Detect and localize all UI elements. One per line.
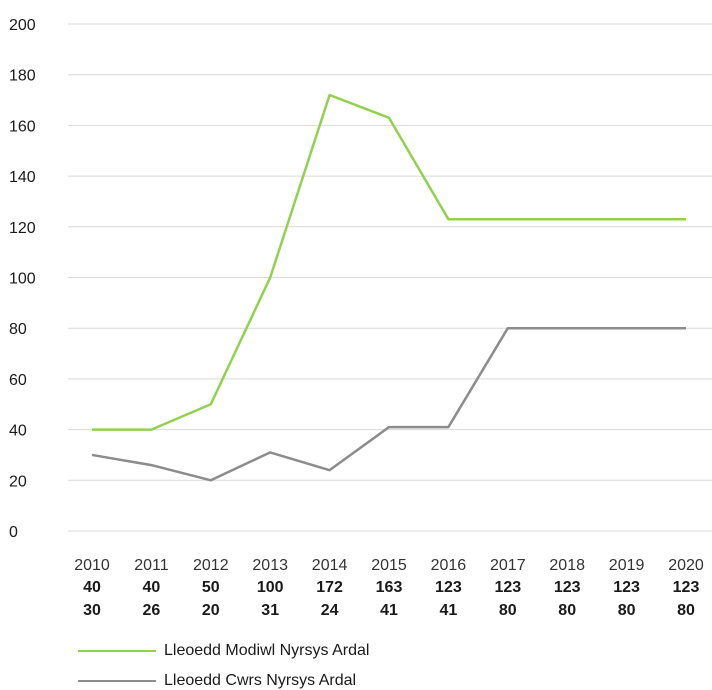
series-line-1 [92,93,686,431]
data-label-series-2: 26 [143,602,161,619]
legend-item-2: Lleoedd Cwrs Nyrsys Ardal [78,672,356,690]
y-tick-label: 200 [9,17,36,34]
y-axis-tick-labels: 0 20 40 60 80 100 120 140 160 180 200 [9,17,36,541]
x-tick-label: 2015 [371,557,407,574]
series-line-2 [91,326,686,482]
x-tick-label: 2014 [312,557,348,574]
data-label-series-2: 24 [321,602,339,619]
data-label-series-2: 30 [83,602,101,619]
data-label-series-1: 50 [202,579,220,596]
y-tick-label: 140 [9,169,36,186]
data-label-series-2: 31 [261,602,279,619]
x-axis-category-labels: 2010 40 30 2011 40 26 2012 50 20 2013 100 31 2014 172… [74,557,704,619]
data-label-series-1: 123 [494,579,521,596]
data-label-series-1: 123 [435,579,462,596]
data-label-series-2: 80 [677,602,695,619]
data-label-series-1: 123 [673,579,700,596]
x-tick-label: 2010 [74,557,110,574]
data-label-series-2: 80 [558,602,576,619]
x-tick-label: 2017 [490,557,526,574]
data-label-series-1: 123 [554,579,581,596]
data-label-series-1: 40 [143,579,161,596]
data-label-series-2: 41 [380,602,398,619]
y-tick-label: 120 [9,220,36,237]
data-label-series-1: 163 [376,579,403,596]
legend-swatch-2 [78,680,156,682]
data-label-series-1: 172 [316,579,343,596]
y-tick-label: 60 [9,372,27,389]
y-tick-label: 100 [9,271,36,288]
legend-label-2: Lleoedd Cwrs Nyrsys Ardal [164,672,357,689]
x-tick-label: 2013 [252,557,288,574]
data-label-series-1: 100 [257,579,284,596]
line-chart: 0 20 40 60 80 100 120 140 160 180 200 2010 40 30 2011… [9,17,712,619]
data-label-series-1: 40 [83,579,101,596]
x-tick-label: 2019 [609,557,645,574]
y-tick-label: 20 [9,473,27,490]
x-tick-label: 2012 [193,557,229,574]
x-tick-label: 2020 [668,557,704,574]
y-tick-label: 80 [9,321,27,338]
legend-swatch-1 [78,650,156,652]
x-tick-label: 2016 [431,557,467,574]
x-tick-label: 2011 [134,557,169,574]
legend-label-1: Lleoedd Modiwl Nyrsys Ardal [164,642,370,659]
data-label-series-2: 20 [202,602,220,619]
y-tick-label: 160 [9,118,36,135]
series-lines [91,93,686,482]
data-label-series-2: 80 [618,602,636,619]
gridlines [68,23,712,532]
data-label-series-1: 123 [613,579,640,596]
data-label-series-2: 41 [440,602,458,619]
data-label-series-2: 80 [499,602,517,619]
y-tick-label: 180 [9,68,36,85]
legend-item-1: Lleoedd Modiwl Nyrsys Ardal [78,642,369,660]
y-tick-label: 0 [9,524,18,541]
y-tick-label: 40 [9,423,27,440]
x-tick-label: 2018 [549,557,585,574]
